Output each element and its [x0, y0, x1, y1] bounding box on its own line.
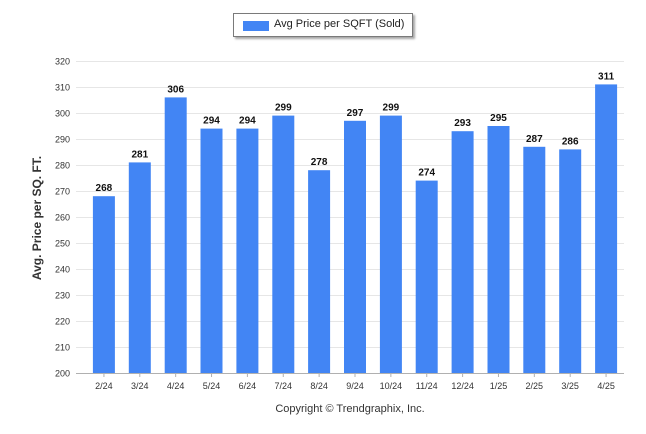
data-label: 281: [131, 149, 148, 160]
bar: [344, 120, 366, 373]
legend-swatch: [243, 21, 269, 31]
bar: [128, 162, 151, 373]
x-axis-ticks: 2/24 3/24 4/24 5/24 6/24 7/24 8/24 9/24 10/24 11/…: [95, 373, 615, 391]
data-label: 297: [347, 108, 364, 119]
chart-legend: Avg Price per SQFT (Sold): [233, 13, 413, 37]
y-tick-label: 280: [55, 161, 70, 171]
data-label: 294: [239, 116, 256, 127]
x-tick-label: 4/24: [167, 381, 185, 391]
y-tick-label: 270: [55, 187, 70, 197]
y-tick-label: 250: [55, 239, 70, 249]
x-tick-label: 10/24: [380, 381, 403, 391]
bar: [487, 126, 510, 373]
x-tick-label: 7/24: [275, 381, 293, 391]
data-label: 294: [203, 116, 220, 127]
y-axis-label: Avg. Price per SQ. FT.: [30, 156, 44, 280]
x-tick-label: 1/25: [490, 381, 508, 391]
data-label: 268: [96, 183, 113, 194]
data-label: 299: [275, 103, 292, 114]
legend-label: Avg Price per SQFT (Sold): [274, 18, 405, 30]
x-tick-label: 6/24: [239, 381, 257, 391]
x-tick-label: 3/24: [131, 381, 149, 391]
bar: [559, 149, 582, 373]
data-label: 299: [383, 103, 400, 114]
data-label: 274: [418, 168, 435, 179]
y-axis-ticks: 200 210 220 230 240 250 260 270 280 290 300 310 320: [55, 57, 70, 379]
y-tick-label: 210: [55, 343, 70, 353]
bar: [236, 128, 259, 373]
bar: [272, 115, 295, 373]
data-labels: 268 281 306 294 294 299 278 297 299 274 293 295 287 2…: [96, 71, 615, 194]
bar: [164, 97, 187, 374]
data-label: 278: [311, 157, 328, 168]
data-label: 286: [562, 136, 579, 147]
bar: [595, 84, 618, 374]
x-tick-label: 8/24: [310, 381, 328, 391]
bar: [200, 128, 223, 373]
data-label: 293: [454, 118, 471, 129]
copyright-text: Copyright © Trendgraphix, Inc.: [275, 403, 425, 415]
x-tick-label: 4/25: [597, 381, 615, 391]
bar: [523, 146, 546, 373]
x-tick-label: 3/25: [561, 381, 579, 391]
data-label: 295: [490, 113, 507, 124]
x-tick-label: 2/25: [526, 381, 544, 391]
x-tick-label: 9/24: [346, 381, 364, 391]
x-tick-label: 11/24: [416, 381, 438, 391]
y-tick-label: 230: [55, 291, 70, 301]
y-tick-label: 220: [55, 317, 70, 327]
bar: [379, 115, 402, 373]
y-tick-label: 300: [55, 109, 70, 119]
y-tick-label: 240: [55, 265, 70, 275]
bars: [92, 84, 618, 374]
x-tick-label: 12/24: [451, 381, 474, 391]
y-tick-label: 310: [55, 83, 70, 93]
y-tick-label: 200: [55, 369, 70, 379]
y-tick-label: 290: [55, 135, 70, 145]
y-tick-label: 320: [55, 57, 70, 67]
data-label: 311: [598, 71, 615, 82]
bar: [92, 196, 115, 373]
bar: [308, 170, 331, 373]
x-tick-label: 2/24: [95, 381, 113, 391]
data-label: 306: [167, 84, 184, 95]
x-tick-label: 5/24: [203, 381, 221, 391]
data-label: 287: [526, 134, 543, 145]
bar: [415, 180, 438, 373]
bar: [451, 131, 474, 373]
y-tick-label: 260: [55, 213, 70, 223]
